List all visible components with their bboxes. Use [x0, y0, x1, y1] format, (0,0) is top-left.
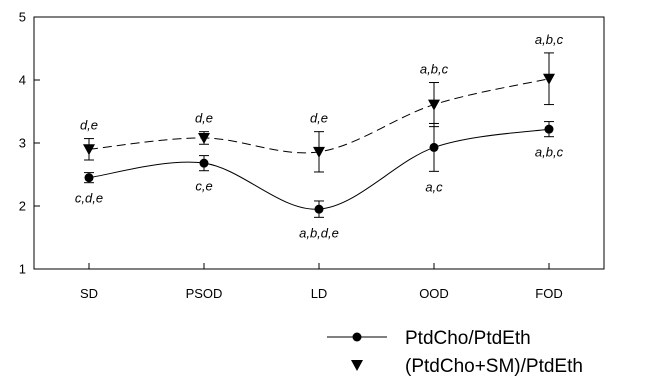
annotation-label: c,e	[195, 179, 212, 194]
y-tick-label: 3	[19, 136, 26, 151]
data-point-triangle	[428, 99, 440, 111]
x-tick-label: SD	[80, 286, 98, 301]
y-tick-label: 2	[19, 199, 26, 214]
x-tick-label: PSOD	[186, 286, 223, 301]
annotation-layer: c,d,e c,e a,b,d,e a,c a,b,c d,e d,e d,e a,b,c a,b…	[75, 32, 564, 240]
legend: PtdCho/PtdEth (PtdCho+SM)/PtdEth	[327, 328, 583, 377]
annotation-label: a,c	[425, 179, 443, 194]
legend-marker-ptdcho-sm	[351, 360, 363, 371]
y-tick-label: 5	[19, 10, 26, 25]
x-tick-label: OOD	[419, 286, 449, 301]
y-tick-label: 1	[19, 262, 26, 277]
y-tick-label: 4	[19, 73, 26, 88]
data-point-circle	[314, 204, 324, 214]
legend-marker-ptdcho	[352, 332, 362, 342]
annotation-label: d,e	[195, 111, 213, 126]
annotation-label: c,d,e	[75, 191, 103, 206]
data-point-triangle	[198, 132, 210, 144]
annotation-label: a,b,c	[535, 145, 564, 160]
x-tick-label: LD	[311, 286, 328, 301]
annotation-label: a,b,c	[535, 32, 564, 47]
data-point-triangle	[83, 144, 95, 156]
data-point-circle	[429, 142, 439, 152]
data-point-triangle	[543, 73, 555, 85]
annotation-label: a,b,c	[420, 62, 449, 77]
data-point-triangle	[313, 146, 325, 158]
data-point-circle	[84, 173, 94, 183]
legend-label-ptdcho-sm: (PtdCho+SM)/PtdEth	[405, 356, 583, 377]
data-point-circle	[544, 124, 554, 134]
legend-label-ptdcho: PtdCho/PtdEth	[405, 328, 531, 349]
axis-ticks: 1 2 3 4 5 SD PSOD LD OOD FOD	[19, 10, 563, 302]
data-point-circle	[199, 158, 209, 168]
annotation-label: d,e	[80, 118, 98, 133]
x-tick-label: FOD	[535, 286, 562, 301]
annotation-label: a,b,d,e	[299, 225, 339, 240]
annotation-label: d,e	[310, 111, 328, 126]
series-layer	[83, 52, 555, 218]
